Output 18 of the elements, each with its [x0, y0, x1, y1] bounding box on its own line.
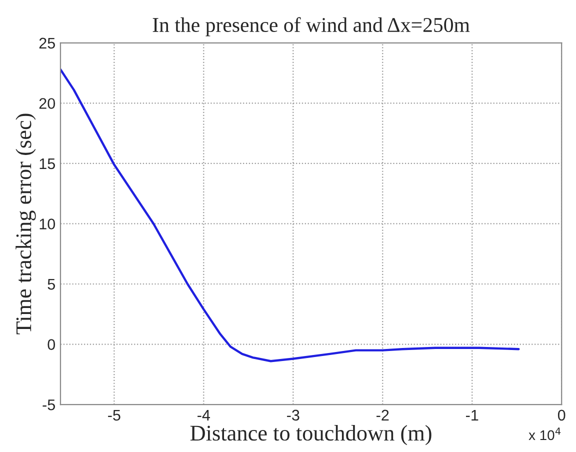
x-tick-label: -2: [376, 410, 389, 420]
text: x 10$^{4}$: [528, 428, 561, 440]
x-tick-label: -4: [198, 410, 210, 420]
x-axis-title: Distance to touchdown (m): [190, 425, 432, 446]
y-tick-label: 10: [40, 218, 56, 230]
y-tick-label: 0: [48, 339, 56, 350]
x-tick-label: -1: [466, 410, 478, 420]
y-tick-label: 5: [48, 279, 55, 290]
y-tick-label: 20: [39, 98, 56, 109]
y-tick-label: -5: [42, 400, 55, 410]
x-tick-label: 0: [558, 410, 566, 421]
line-series: [60, 68, 520, 362]
y-axis-title: Time tracking error (sec): [16, 114, 36, 334]
x-tick-label: -3: [287, 410, 300, 421]
x-tick-label: -5: [108, 410, 120, 421]
y-tick-label: 25: [39, 38, 55, 49]
y-tick-label: 15: [40, 158, 55, 170]
chart-title: In the presence of wind and Δx=250m: [152, 17, 470, 36]
